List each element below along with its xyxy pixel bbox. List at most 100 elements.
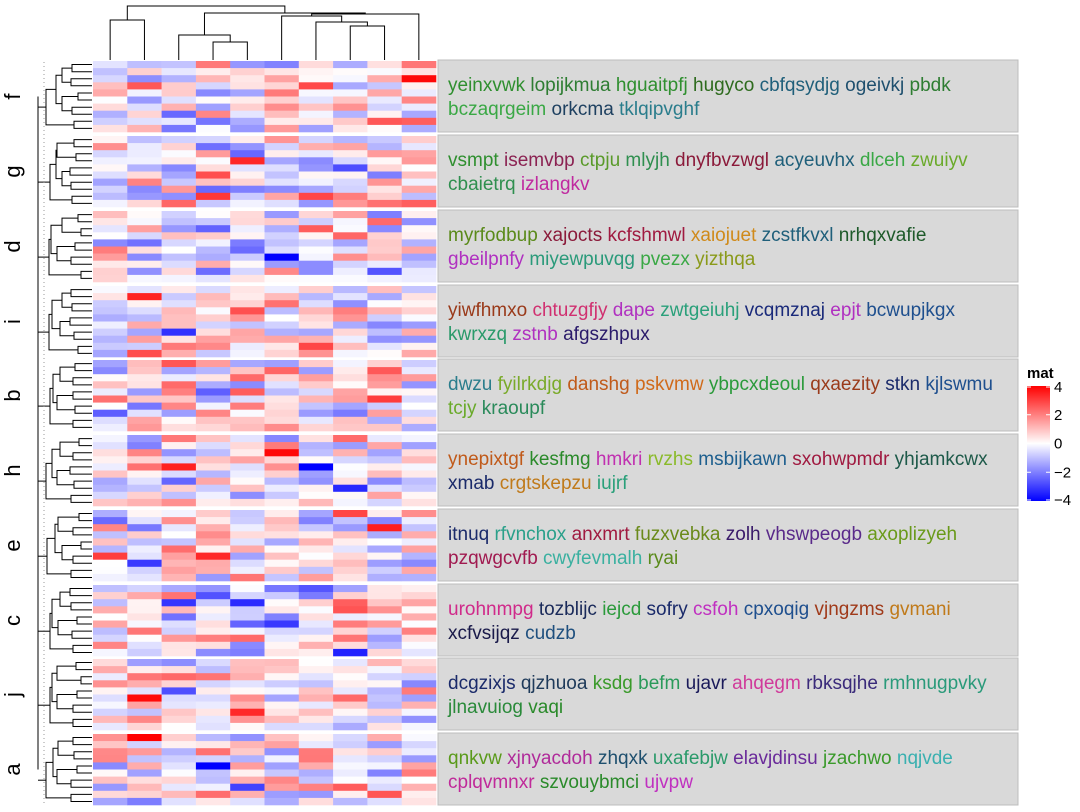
- heatmap-cell: [195, 701, 231, 709]
- heatmap-cell: [264, 232, 300, 240]
- heatmap-cell: [264, 715, 300, 724]
- row-dendrogram-branch: [80, 676, 92, 685]
- heatmap-cell: [333, 659, 368, 667]
- row-dendrogram-branch: [76, 616, 92, 625]
- heatmap-cell: [367, 627, 402, 635]
- heatmap-cell: [333, 585, 368, 593]
- heatmap-cell: [230, 395, 265, 403]
- word: orkcma: [546, 99, 614, 120]
- word: chtuzgfjy: [527, 300, 608, 321]
- heatmap-cell: [230, 178, 265, 186]
- row-dendrogram-branch: [57, 740, 74, 756]
- heatmap-cell: [93, 463, 128, 471]
- heatmap-cell: [93, 708, 128, 717]
- heatmap-cell: [298, 402, 334, 410]
- heatmap-cell: [333, 456, 368, 464]
- column-dendrogram-branch: [109, 19, 145, 60]
- heatmap-cell: [333, 260, 368, 269]
- heatmap-cell: [367, 260, 402, 269]
- heatmap-cell: [127, 566, 162, 575]
- row-dendrogram-branch: [51, 448, 60, 479]
- heatmap-cell: [401, 349, 437, 358]
- heatmap-cell: [333, 573, 368, 582]
- heatmap-cell: [93, 538, 128, 546]
- heatmap-cell: [230, 517, 265, 525]
- heatmap-cell: [93, 260, 128, 269]
- heatmap-cell: [230, 388, 265, 396]
- heatmap-cell: [93, 606, 128, 614]
- heatmap-cell: [401, 648, 437, 657]
- heatmap-cell: [230, 559, 265, 568]
- heatmap-cell: [93, 585, 128, 593]
- heatmap-cell: [127, 232, 162, 240]
- heatmap-cell: [230, 246, 265, 254]
- heatmap-cell: [367, 388, 402, 396]
- heatmap-cell: [127, 627, 162, 635]
- heatmap-cell: [264, 620, 300, 628]
- heatmap-cell: [127, 218, 162, 226]
- heatmap-cell: [93, 498, 128, 507]
- heatmap-cell: [298, 416, 334, 425]
- heatmap-cell: [401, 456, 437, 464]
- heatmap-cell: [127, 246, 162, 254]
- heatmap-cell: [264, 641, 300, 650]
- word: kraoupf: [477, 398, 546, 419]
- row-dendrogram-branch: [51, 672, 57, 703]
- heatmap-cell: [127, 715, 162, 724]
- heatmap-cell: [161, 367, 197, 375]
- row-dendrogram-branch: [71, 106, 92, 115]
- row-group-labels: f g d i b h e c j a: [0, 93, 25, 776]
- row-dendrogram-branch: [76, 765, 92, 774]
- word: acyeuvhx: [769, 150, 855, 171]
- heatmap-cell: [401, 150, 437, 158]
- heatmap-cell: [195, 790, 231, 799]
- heatmap-cell: [230, 157, 265, 165]
- heatmap-cell: [298, 211, 334, 219]
- heatmap-cell: [298, 510, 334, 518]
- heatmap-cell: [127, 328, 162, 336]
- heatmap-cell: [333, 748, 368, 756]
- heatmap-cell: [333, 75, 368, 83]
- heatmap-cell: [230, 708, 265, 717]
- heatmap-cell: [127, 517, 162, 525]
- heatmap-cell: [93, 442, 128, 450]
- heatmap-cell: [367, 360, 402, 368]
- heatmap-cell: [127, 599, 162, 607]
- heatmap-cell: [161, 89, 197, 97]
- heatmap-cell: [195, 797, 231, 806]
- word: tklqipvghf: [614, 99, 700, 120]
- heatmap-cell: [333, 715, 368, 724]
- heatmap-cell: [230, 484, 265, 493]
- heatmap-cell: [298, 381, 334, 389]
- row-dendrogram-branch: [56, 470, 74, 486]
- word-line: dwzu fyilrkdjg danshg pskvmw ybpcxdeoul …: [448, 374, 993, 395]
- heatmap-cell: [195, 402, 231, 410]
- heatmap-cell: [127, 585, 162, 593]
- heatmap-cell: [195, 687, 231, 695]
- heatmap-cell: [161, 708, 197, 717]
- heatmap-cell: [230, 545, 265, 553]
- heatmap-cell: [93, 491, 128, 500]
- heatmap-cell: [401, 409, 437, 418]
- heatmap-cell: [264, 103, 300, 111]
- heatmap-cell: [161, 762, 197, 770]
- word: yhjamkcwx: [889, 449, 988, 470]
- heatmap-cell: [161, 274, 197, 283]
- heatmap-cell: [127, 96, 162, 104]
- heatmap-cell: [93, 566, 128, 575]
- row-dendrogram-branch: [75, 662, 92, 671]
- word: mlyjh: [620, 150, 670, 171]
- heatmap-cell: [127, 666, 162, 674]
- row-dendrogram-branch: [45, 462, 71, 500]
- heatmap-cell: [93, 687, 128, 695]
- heatmap-cell: [298, 673, 334, 681]
- word-panel: [437, 732, 1019, 806]
- word: szvouybmci: [535, 772, 640, 793]
- heatmap-cell: [333, 124, 368, 133]
- heatmap-cell: [401, 246, 437, 254]
- word: zhqxk: [593, 748, 648, 769]
- heatmap-cell: [93, 335, 128, 344]
- heatmap-cell: [298, 246, 334, 254]
- row-dendrogram-branch: [56, 142, 76, 158]
